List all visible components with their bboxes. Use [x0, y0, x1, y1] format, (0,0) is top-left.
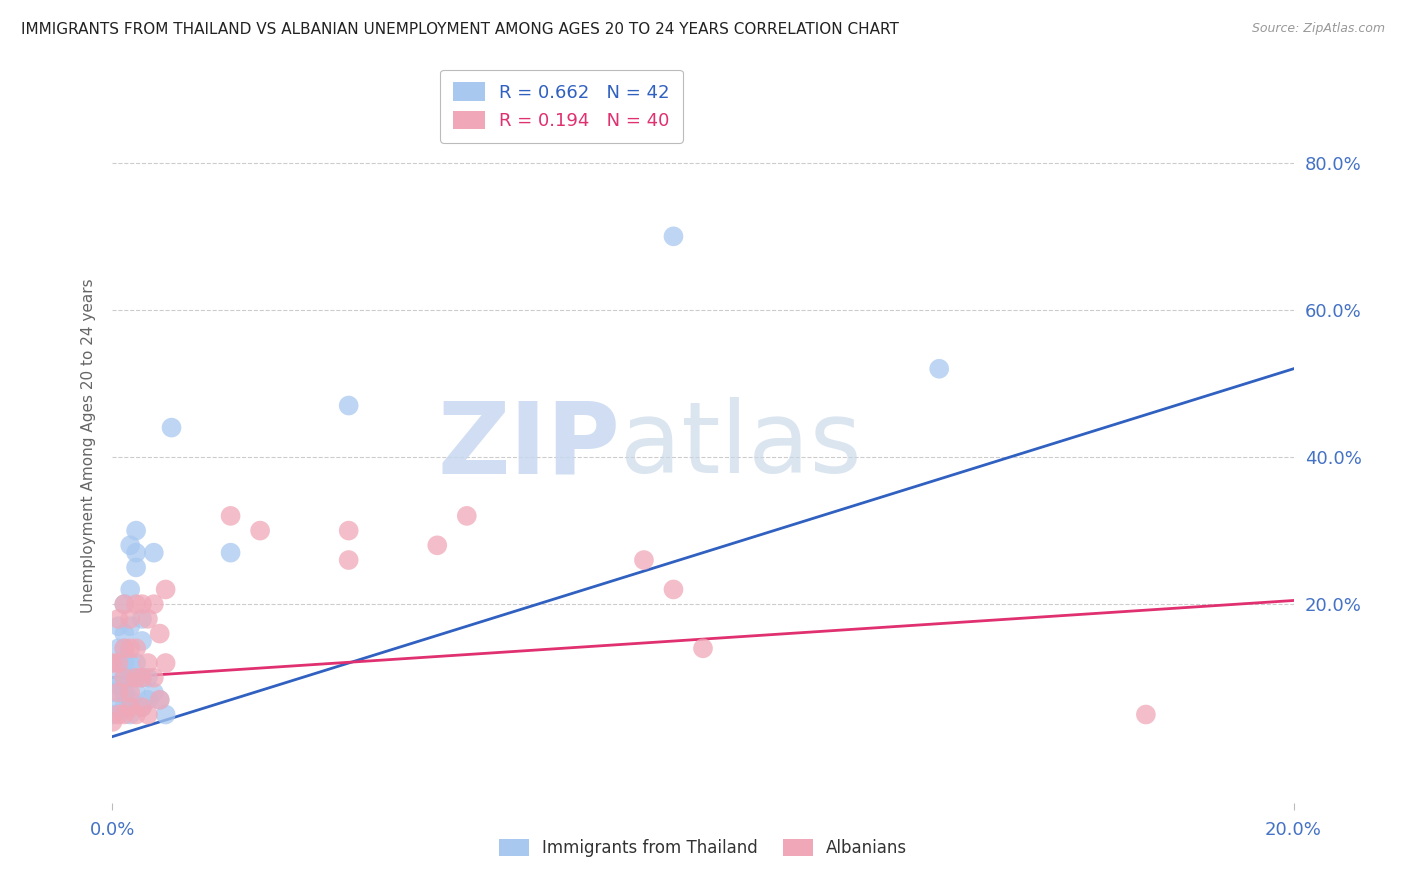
Point — [131, 700, 153, 714]
Point — [120, 612, 142, 626]
Point — [136, 693, 159, 707]
Point — [125, 685, 148, 699]
Point — [662, 229, 685, 244]
Point — [107, 656, 129, 670]
Point — [112, 700, 135, 714]
Point — [149, 693, 172, 707]
Point — [120, 700, 142, 714]
Point — [633, 553, 655, 567]
Point — [120, 693, 142, 707]
Point — [107, 685, 129, 699]
Point — [131, 612, 153, 626]
Point — [131, 671, 153, 685]
Point — [120, 707, 142, 722]
Point — [125, 707, 148, 722]
Point — [131, 634, 153, 648]
Point — [120, 685, 142, 699]
Point — [136, 656, 159, 670]
Point — [125, 597, 148, 611]
Point — [107, 612, 129, 626]
Point — [149, 626, 172, 640]
Y-axis label: Unemployment Among Ages 20 to 24 years: Unemployment Among Ages 20 to 24 years — [80, 278, 96, 614]
Point — [112, 626, 135, 640]
Point — [107, 641, 129, 656]
Text: atlas: atlas — [620, 398, 862, 494]
Point — [125, 560, 148, 574]
Point — [136, 671, 159, 685]
Point — [155, 707, 177, 722]
Point — [125, 546, 148, 560]
Point — [112, 707, 135, 722]
Point — [112, 671, 135, 685]
Point — [112, 641, 135, 656]
Point — [112, 641, 135, 656]
Point — [142, 685, 165, 699]
Point — [101, 707, 124, 722]
Point — [112, 656, 135, 670]
Point — [120, 656, 142, 670]
Point — [107, 707, 129, 722]
Point — [107, 656, 129, 670]
Point — [155, 582, 177, 597]
Point — [131, 597, 153, 611]
Point — [120, 538, 142, 552]
Point — [101, 685, 124, 699]
Point — [125, 524, 148, 538]
Point — [101, 714, 124, 729]
Point — [120, 619, 142, 633]
Point — [125, 671, 148, 685]
Point — [662, 582, 685, 597]
Point — [101, 656, 124, 670]
Point — [107, 671, 129, 685]
Point — [928, 361, 950, 376]
Point — [337, 553, 360, 567]
Point — [136, 707, 159, 722]
Point — [112, 685, 135, 699]
Point — [155, 656, 177, 670]
Point — [142, 597, 165, 611]
Legend: Immigrants from Thailand, Albanians: Immigrants from Thailand, Albanians — [491, 831, 915, 866]
Point — [142, 546, 165, 560]
Point — [426, 538, 449, 552]
Point — [142, 671, 165, 685]
Point — [125, 641, 148, 656]
Point — [120, 671, 142, 685]
Point — [120, 641, 142, 656]
Point — [337, 399, 360, 413]
Point — [107, 619, 129, 633]
Point — [249, 524, 271, 538]
Point — [337, 524, 360, 538]
Text: Source: ZipAtlas.com: Source: ZipAtlas.com — [1251, 22, 1385, 36]
Point — [136, 612, 159, 626]
Point — [112, 597, 135, 611]
Point — [219, 508, 242, 523]
Point — [112, 597, 135, 611]
Point — [160, 420, 183, 434]
Point — [125, 656, 148, 670]
Point — [692, 641, 714, 656]
Point — [219, 546, 242, 560]
Point — [131, 700, 153, 714]
Point — [107, 678, 129, 692]
Point — [107, 700, 129, 714]
Point — [112, 671, 135, 685]
Point — [131, 671, 153, 685]
Point — [456, 508, 478, 523]
Point — [120, 582, 142, 597]
Point — [1135, 707, 1157, 722]
Text: IMMIGRANTS FROM THAILAND VS ALBANIAN UNEMPLOYMENT AMONG AGES 20 TO 24 YEARS CORR: IMMIGRANTS FROM THAILAND VS ALBANIAN UNE… — [21, 22, 898, 37]
Text: ZIP: ZIP — [437, 398, 620, 494]
Point — [149, 693, 172, 707]
